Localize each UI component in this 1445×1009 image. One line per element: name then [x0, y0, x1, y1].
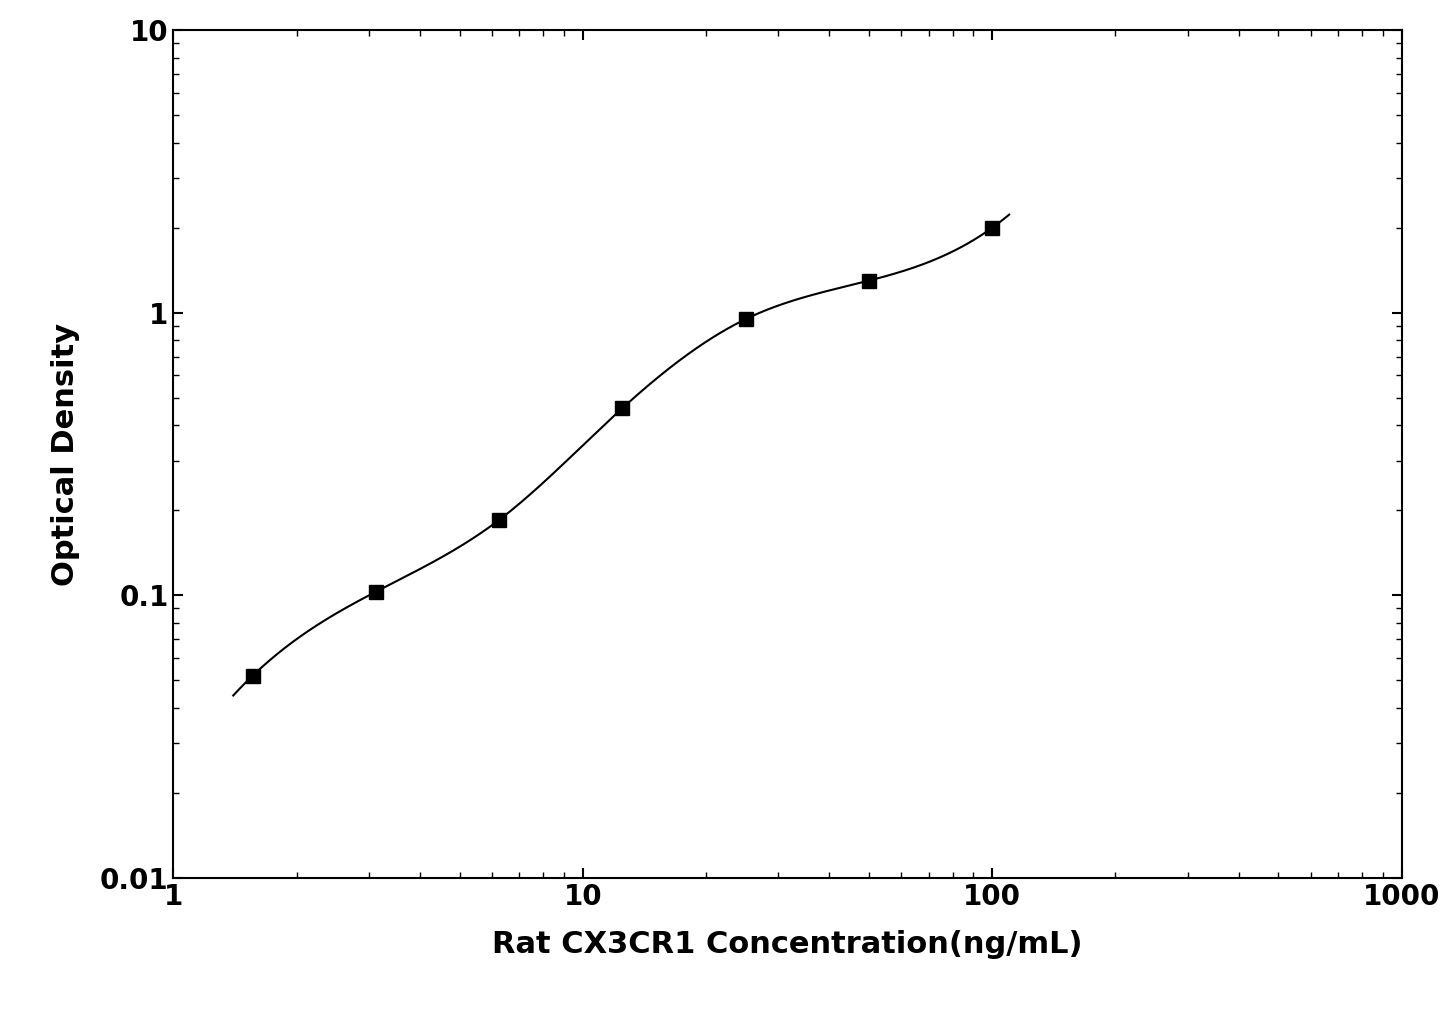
X-axis label: Rat CX3CR1 Concentration(ng/mL): Rat CX3CR1 Concentration(ng/mL) — [493, 930, 1082, 960]
Y-axis label: Optical Density: Optical Density — [52, 323, 81, 585]
